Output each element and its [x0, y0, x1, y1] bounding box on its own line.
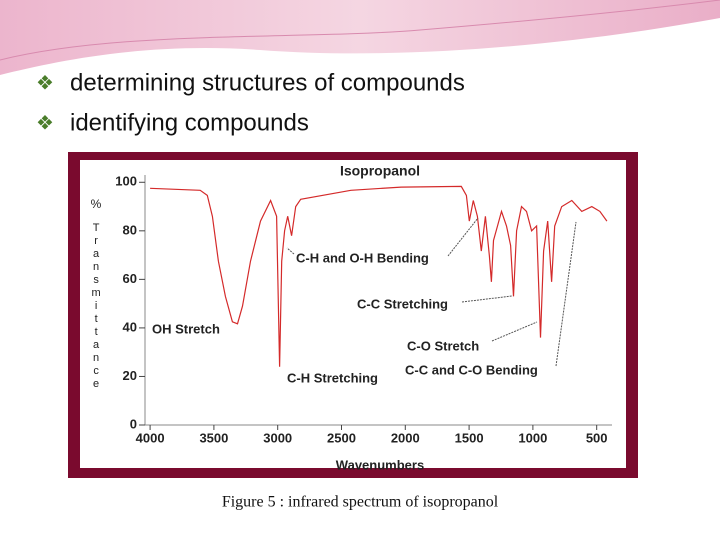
y-tick-label: 80 — [123, 222, 137, 237]
annotation: C-H Stretching — [287, 370, 378, 385]
bullet: identifying compounds — [70, 109, 309, 136]
figure-panel — [80, 160, 626, 468]
x-tick-label: 2500 — [327, 430, 356, 445]
y-tick-label: 100 — [115, 174, 137, 189]
spectrum-line — [150, 185, 608, 367]
y-tick-label: 60 — [123, 271, 137, 286]
bullet: determining structures of compounds — [70, 69, 465, 96]
header-wave — [0, 0, 720, 75]
caption: Figure 5 : infrared spectrum of isopropa… — [222, 494, 499, 511]
x-tick-label: 3500 — [199, 430, 228, 445]
leader-line — [286, 247, 295, 255]
annotation: C-O Stretch — [407, 338, 479, 353]
annotation: C-C and C-O Bending — [405, 362, 538, 377]
annotation: OH Stretch — [152, 321, 220, 336]
x-tick-label: 2000 — [391, 430, 420, 445]
y-axis-label: Transmittance — [90, 222, 102, 391]
header-wave-line — [0, 0, 720, 61]
y-tick-label: 0 — [130, 416, 137, 431]
annotation: C-H and O-H Bending — [296, 250, 429, 265]
leader-line — [447, 217, 479, 257]
chart-title: Isopropanol — [340, 163, 420, 179]
y-tick-label: 20 — [123, 368, 137, 383]
x-tick-label: 4000 — [136, 430, 165, 445]
bullet-icon: ❖ — [36, 112, 54, 134]
annotation: C-C Stretching — [357, 296, 448, 311]
x-tick-label: 3000 — [263, 430, 292, 445]
x-tick-label: 1000 — [518, 430, 547, 445]
y-axis-unit: % — [91, 197, 102, 211]
x-tick-label: 500 — [586, 430, 608, 445]
leader-line — [461, 295, 513, 303]
y-tick-label: 40 — [123, 319, 137, 334]
leader-line — [555, 221, 577, 367]
x-axis-label: Wavenumbers — [336, 457, 424, 472]
leader-line — [491, 321, 538, 342]
bullet-icon: ❖ — [36, 72, 54, 94]
x-tick-label: 1500 — [455, 430, 484, 445]
